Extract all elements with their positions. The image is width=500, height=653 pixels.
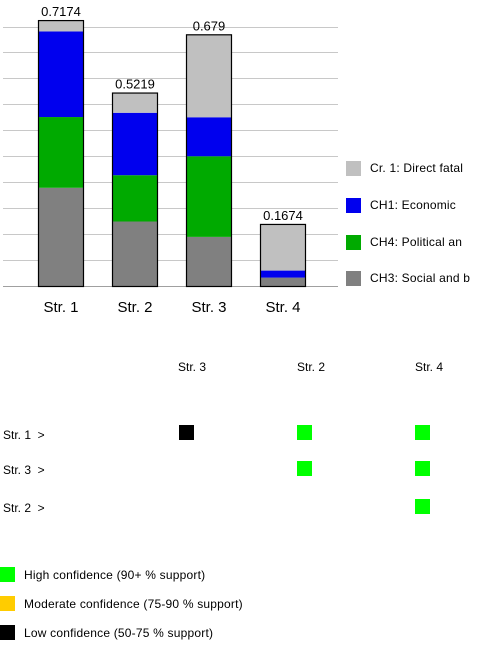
bar-segment (112, 221, 158, 286)
bar-segment (186, 156, 232, 237)
legend-swatch (346, 160, 361, 176)
legend-label: CH4: Political an (370, 235, 463, 249)
bar-total-label: 0.1674 (263, 208, 303, 223)
matrix-cell (179, 425, 194, 440)
matrix-column-header: Str. 4 (415, 360, 444, 374)
legend-item-direct-fatal: Cr. 1: Direct fatal (346, 155, 463, 181)
category-label: Str. 4 (265, 299, 300, 316)
bar-total-label: 0.5219 (115, 77, 155, 92)
bar-segment (186, 34, 232, 118)
matrix-cell (415, 425, 430, 440)
bar-outline (259, 223, 307, 288)
dominance-matrix: Str. 3 Str. 2 Str. 4 Str. 1 > Str. 3 > S… (0, 352, 500, 522)
category-label: Str. 2 (117, 299, 152, 316)
confidence-swatch (0, 596, 15, 611)
bar-segment (260, 270, 306, 278)
chart-legend: Cr. 1: Direct fatal CH1: Economic CH4: P… (346, 150, 500, 290)
legend-label: CH1: Economic (370, 198, 456, 212)
bar-total-label: 0.7174 (41, 4, 81, 19)
bar-segment (260, 277, 306, 286)
matrix-cell (415, 461, 430, 476)
bar-outline (111, 92, 159, 288)
bar-segment (112, 175, 158, 222)
matrix-column-header: Str. 2 (297, 360, 326, 374)
confidence-swatch (0, 625, 15, 640)
confidence-legend-high: High confidence (90+ % support) (0, 567, 205, 582)
matrix-cell (297, 461, 312, 476)
confidence-label: Moderate confidence (75-90 % support) (24, 596, 243, 611)
bar-segment (186, 117, 232, 157)
matrix-cell (297, 425, 312, 440)
category-label: Str. 1 (43, 299, 78, 316)
legend-swatch (346, 234, 361, 250)
bar-segment (260, 223, 306, 271)
bar-total-label: 0.679 (193, 18, 226, 33)
confidence-legend-low: Low confidence (50-75 % support) (0, 625, 213, 640)
bar-segment (38, 20, 84, 32)
bar-segment (38, 31, 84, 118)
bar-segment (186, 236, 232, 286)
legend-item-economic: CH1: Economic (346, 192, 456, 218)
bar-segment (38, 117, 84, 188)
legend-label: CH3: Social and b (370, 271, 471, 285)
matrix-row-header: Str. 3 > (3, 463, 45, 477)
legend-swatch (346, 197, 361, 213)
legend-item-political: CH4: Political an (346, 229, 462, 255)
bar-segment (112, 92, 158, 113)
stacked-bar-chart: 0.7174 Str. 1 0.5219 Str. 2 0.679 Str. 3 0.167… (3, 4, 338, 316)
confidence-label: Low confidence (50-75 % support) (24, 625, 214, 640)
legend-label: Cr. 1: Direct fatal (370, 161, 464, 175)
matrix-cell (415, 499, 430, 514)
matrix-row-header: Str. 1 > (3, 428, 45, 442)
legend-item-social: CH3: Social and b (346, 265, 470, 290)
bar-outline (37, 19, 85, 288)
bar-segment (112, 112, 158, 176)
category-label: Str. 3 (191, 299, 226, 316)
matrix-column-header: Str. 3 (178, 360, 207, 374)
matrix-row-header: Str. 2 > (3, 501, 45, 515)
confidence-swatch (0, 567, 15, 582)
confidence-label: High confidence (90+ % support) (24, 567, 206, 582)
confidence-legend-moderate: Moderate confidence (75-90 % support) (0, 596, 243, 611)
bar-segment (38, 187, 84, 286)
legend-swatch (346, 270, 361, 286)
bar-outline (185, 34, 233, 288)
